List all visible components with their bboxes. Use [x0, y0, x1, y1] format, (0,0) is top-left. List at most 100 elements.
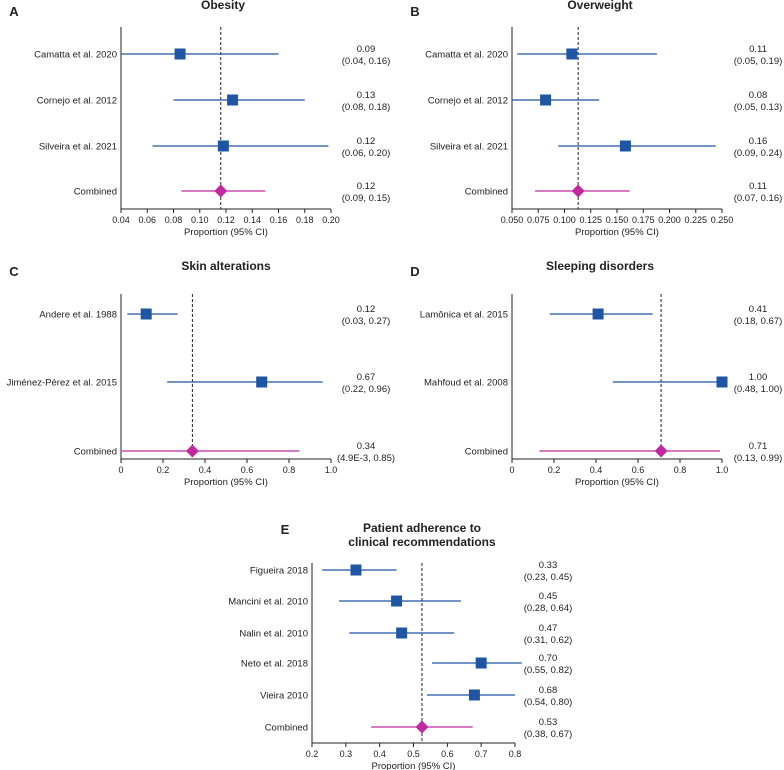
- study-ci-label: (0.18, 0.67): [734, 316, 783, 327]
- x-tick-label: 0.16: [270, 215, 288, 225]
- study-ci-label: (0.23, 0.45): [524, 572, 573, 583]
- x-tick-label: 0.06: [138, 215, 156, 225]
- study-ci-label: (0.06, 0.20): [342, 148, 391, 159]
- combined-ci-label: (0.07, 0.16): [734, 193, 783, 204]
- study-ci-label: (0.04, 0.16): [342, 56, 391, 67]
- x-tick-label: 1.0: [325, 465, 338, 475]
- study-label: Cornejo et al. 2012: [37, 96, 117, 107]
- x-tick-label: 0.200: [658, 215, 681, 225]
- study-estimate-label: 0.47: [539, 623, 558, 634]
- panel-letter: C: [9, 264, 19, 279]
- combined-ci-label: (0.13, 0.99): [734, 453, 783, 464]
- combined-estimate-label: 0.53: [539, 717, 558, 728]
- combined-diamond: [185, 444, 199, 458]
- combined-label: Combined: [465, 447, 508, 458]
- study-estimate-label: 0.08: [749, 90, 768, 101]
- x-tick-label: 0.04: [112, 215, 130, 225]
- x-tick-label: 0.20: [322, 215, 340, 225]
- study-ci-label: (0.28, 0.64): [524, 603, 573, 614]
- x-tick-label: 0.6: [632, 465, 645, 475]
- study-label: Cornejo et al. 2012: [428, 96, 508, 107]
- x-tick-label: 0.8: [674, 465, 687, 475]
- panel-title: clinical recommendations: [348, 535, 496, 549]
- panel-letter: B: [410, 4, 419, 19]
- study-point-square: [716, 376, 728, 388]
- study-estimate-label: 0.70: [539, 653, 558, 664]
- combined-ci-label: (4.9E-3, 0.85): [337, 453, 395, 464]
- study-ci-label: (0.05, 0.19): [734, 56, 783, 67]
- x-axis-label: Proportion (95% CI): [372, 761, 456, 770]
- study-label: Silveira et al. 2021: [430, 142, 508, 153]
- combined-ci-label: (0.38, 0.67): [524, 729, 573, 740]
- x-axis-label: Proportion (95% CI): [184, 477, 268, 488]
- x-tick-label: 0.6: [441, 749, 454, 759]
- panel-title: Overweight: [567, 0, 632, 12]
- x-tick-label: 0.8: [509, 749, 522, 759]
- study-label: Camatta et al. 2020: [34, 50, 117, 61]
- study-point-square: [227, 94, 239, 106]
- study-label: Andere et al. 1988: [39, 310, 117, 321]
- study-estimate-label: 0.11: [749, 44, 767, 55]
- combined-diamond: [571, 184, 585, 198]
- panel-letter: E: [281, 522, 290, 537]
- study-estimate-label: 0.67: [357, 372, 376, 383]
- x-tick-label: 0.4: [590, 465, 603, 475]
- x-tick-label: 0.150: [606, 215, 629, 225]
- study-label: Figueira 2018: [250, 566, 308, 577]
- combined-diamond: [415, 720, 429, 734]
- study-label: Camatta et al. 2020: [425, 50, 508, 61]
- panel-b: B Overweight 0.050 0.075 0.100 0.125 0.150 0.17…: [410, 0, 782, 238]
- x-tick-label: 0.2: [548, 465, 561, 475]
- study-ci-label: (0.22, 0.96): [342, 384, 391, 395]
- study-point-square: [468, 689, 480, 701]
- study-ci-label: (0.08, 0.18): [342, 102, 391, 113]
- study-label: Silveira et al. 2021: [39, 142, 117, 153]
- study-estimate-label: 0.33: [539, 560, 558, 571]
- combined-label: Combined: [465, 187, 508, 198]
- study-point-square: [350, 564, 362, 576]
- study-point-square: [619, 140, 631, 152]
- study-point-square: [217, 140, 229, 152]
- x-tick-label: 0: [509, 465, 514, 475]
- panel-d: D Sleeping disorders 0 0.2 0.4 0.6 0.8 1.0 Propo…: [410, 259, 782, 488]
- x-tick-label: 0.4: [199, 465, 212, 475]
- study-estimate-label: 0.16: [749, 136, 768, 147]
- study-estimate-label: 0.13: [357, 90, 376, 101]
- panel-title: Sleeping disorders: [546, 259, 654, 273]
- study-estimate-label: 0.41: [749, 304, 768, 315]
- combined-label: Combined: [74, 447, 117, 458]
- x-tick-label: 0.7: [475, 749, 488, 759]
- study-ci-label: (0.31, 0.62): [524, 635, 573, 646]
- study-label: Neto et al. 2018: [241, 659, 308, 670]
- x-tick-label: 0.175: [632, 215, 655, 225]
- x-tick-label: 0.050: [501, 215, 524, 225]
- x-tick-label: 0.18: [296, 215, 314, 225]
- panel-title: Obesity: [201, 0, 245, 12]
- combined-estimate-label: 0.34: [357, 441, 376, 452]
- study-label: Vieira 2010: [260, 691, 308, 702]
- x-tick-label: 0.100: [553, 215, 576, 225]
- study-ci-label: (0.03, 0.27): [342, 316, 391, 327]
- x-tick-label: 1.0: [716, 465, 729, 475]
- x-tick-label: 0.250: [711, 215, 734, 225]
- x-tick-label: 0.10: [191, 215, 209, 225]
- study-estimate-label: 0.12: [357, 304, 376, 315]
- x-tick-label: 0.8: [283, 465, 296, 475]
- study-point-square: [592, 308, 604, 320]
- study-point-square: [174, 48, 186, 60]
- x-axis-label: Proportion (95% CI): [184, 227, 268, 238]
- x-tick-label: 0.3: [340, 749, 353, 759]
- study-label: Jiménez-Pérez et al. 2015: [7, 378, 117, 389]
- panel-title: Patient adherence to: [363, 521, 481, 535]
- x-axis-label: Proportion (95% CI): [575, 227, 659, 238]
- x-tick-label: 0.5: [407, 749, 420, 759]
- study-point-square: [475, 657, 487, 669]
- x-tick-label: 0.4: [373, 749, 386, 759]
- panel-c: C Skin alterations 0 0.2 0.4 0.6 0.8 1.0 Proport…: [7, 259, 395, 488]
- x-tick-label: 0.2: [157, 465, 170, 475]
- study-point-square: [140, 308, 152, 320]
- panel-title: Skin alterations: [181, 259, 271, 273]
- study-point-square: [256, 376, 268, 388]
- panel-a: A Obesity 0.04 0.06 0.08 0.10 0.12 0.14 0.16 0.18…: [9, 0, 390, 238]
